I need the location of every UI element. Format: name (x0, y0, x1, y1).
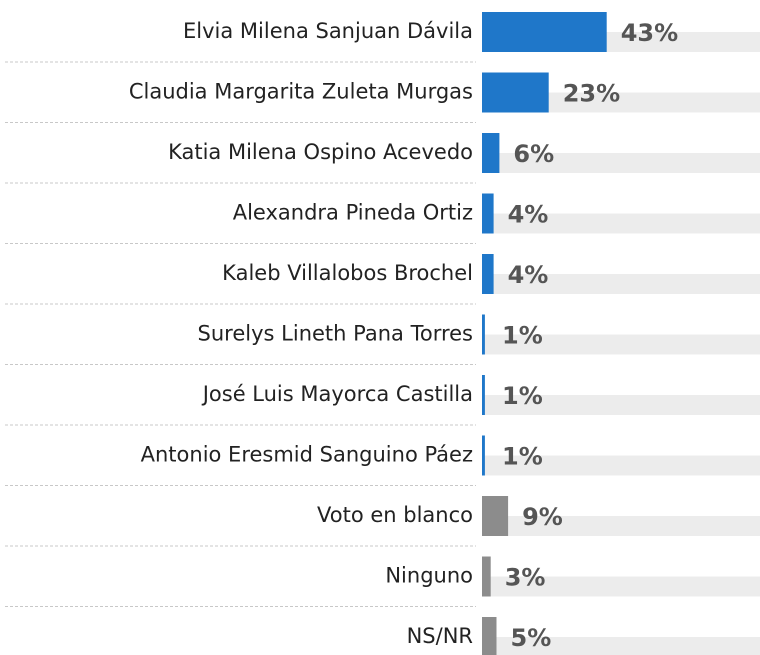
bar (482, 72, 549, 113)
bar (482, 12, 607, 52)
value-label: 23% (563, 80, 620, 108)
bar (482, 254, 494, 294)
category-label: Ninguno (385, 564, 473, 588)
track (482, 92, 760, 113)
bar (482, 617, 497, 655)
value-label: 1% (502, 382, 543, 410)
track (482, 576, 760, 597)
value-label: 1% (502, 322, 543, 350)
bar (482, 314, 485, 355)
category-label: Surelys Lineth Pana Torres (198, 322, 473, 346)
track (482, 213, 760, 234)
track (482, 455, 760, 476)
category-label: NS/NR (407, 624, 473, 648)
value-label: 6% (513, 140, 554, 168)
track (482, 153, 760, 173)
bar (482, 133, 500, 173)
value-label: 4% (508, 261, 549, 289)
value-label: 1% (502, 443, 543, 471)
value-label: 9% (522, 503, 563, 531)
category-label: Antonio Eresmid Sanguino Páez (141, 443, 473, 467)
category-label: Alexandra Pineda Ortiz (233, 201, 473, 225)
track (482, 334, 760, 355)
category-label: Claudia Margarita Zuleta Murgas (129, 80, 473, 104)
track (482, 395, 760, 415)
category-label: Elvia Milena Sanjuan Dávila (183, 19, 473, 43)
category-label: José Luis Mayorca Castilla (201, 382, 473, 406)
bar (482, 556, 491, 597)
category-label: Kaleb Villalobos Brochel (222, 261, 473, 285)
value-label: 43% (621, 19, 678, 47)
bar (482, 375, 485, 415)
category-label: Voto en blanco (317, 503, 473, 527)
category-label: Katia Milena Ospino Acevedo (168, 140, 473, 164)
bar (482, 496, 509, 536)
value-label: 3% (505, 564, 546, 592)
value-label: 4% (508, 201, 549, 229)
track (482, 637, 760, 655)
value-label: 5% (511, 624, 552, 652)
track (482, 516, 760, 536)
bar (482, 193, 494, 234)
bar (482, 435, 485, 476)
track (482, 274, 760, 294)
